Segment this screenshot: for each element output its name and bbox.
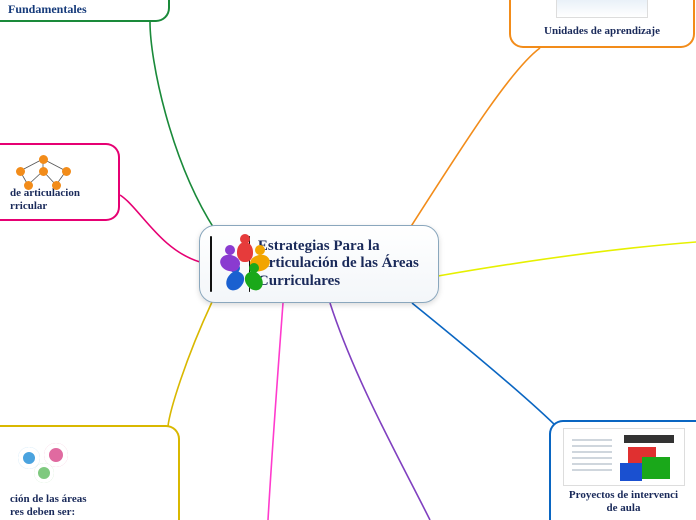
node-unidades-aprendizaje[interactable]: Unidades de aprendizaje (509, 0, 695, 48)
connector-to-bottom-1 (268, 303, 283, 520)
connector-to-right (438, 242, 696, 276)
connector-to-bottom-right (412, 303, 560, 430)
node-fundamentales[interactable]: Fundamentales (0, 0, 170, 22)
node-label: de articulacion rricular (10, 187, 108, 213)
connector-to-top-left (150, 22, 215, 230)
node-label: Unidades de aprendizaje (544, 25, 660, 37)
node-articulacion-curricular[interactable]: de articulacion rricular (0, 143, 120, 221)
connector-to-top-right (410, 48, 540, 228)
central-node[interactable]: Estrategias Para la Articulación de las … (199, 225, 439, 303)
node-label: ción de las áreas res deben ser: (10, 493, 87, 520)
dots-icon (8, 153, 78, 189)
node-label: Proyectos de intervenci de aula (569, 489, 678, 517)
poster-icon (563, 428, 685, 486)
mindmap-canvas: Estrategias Para la Articulación de las … (0, 0, 696, 520)
node-areas-deben-ser[interactable]: ción de las áreas res deben ser: (0, 425, 180, 520)
thumbnail-icon (556, 0, 648, 18)
central-bar (210, 236, 212, 292)
people-icon (218, 237, 243, 291)
node-label: Fundamentales (8, 2, 87, 17)
connector-to-bottom-2 (330, 303, 430, 520)
node-proyectos-intervencion[interactable]: Proyectos de intervenci de aula (549, 420, 696, 520)
gears-icon (8, 439, 88, 483)
connector-to-bottom-left (168, 302, 212, 426)
connector-to-left (120, 195, 200, 262)
central-title: Estrategias Para la Articulación de las … (258, 238, 428, 290)
